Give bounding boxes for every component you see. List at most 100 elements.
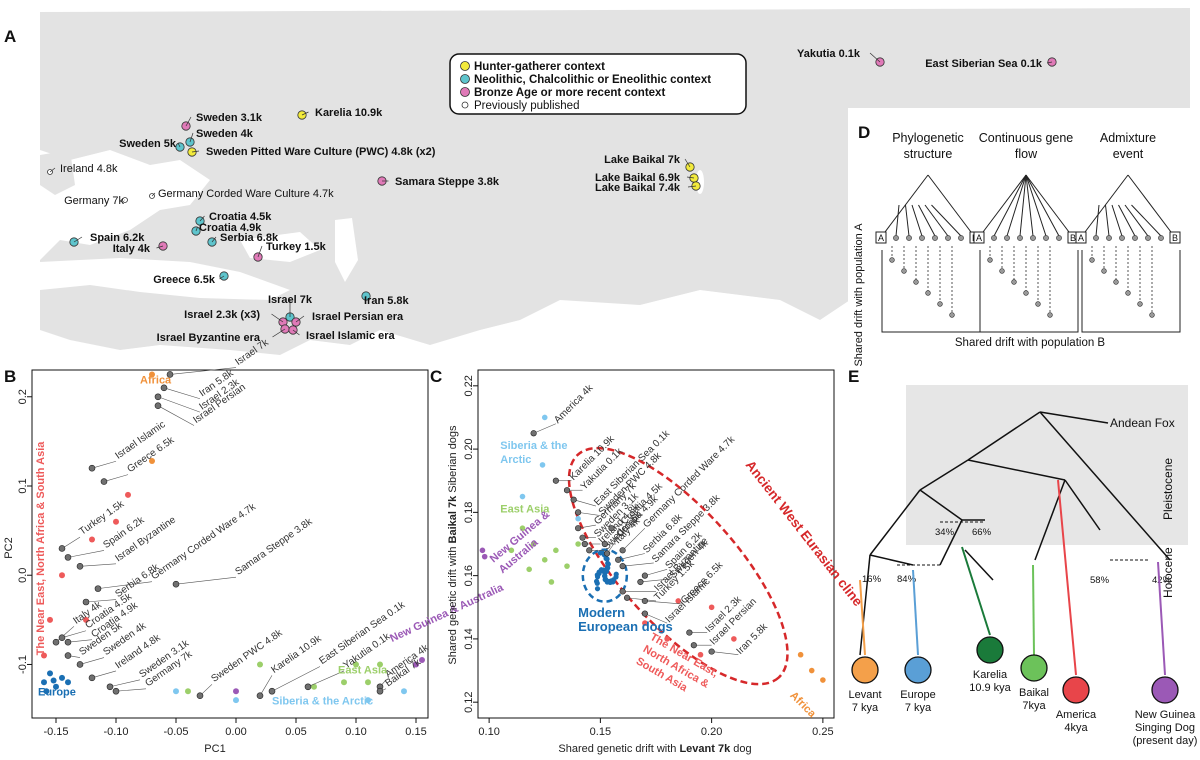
map-site-leader: [177, 142, 181, 148]
map-site-label: Iran 5.8k: [364, 295, 410, 307]
pop-a-box: [973, 231, 985, 244]
point-leader: [627, 597, 657, 602]
ancient-point: [94, 585, 102, 592]
group-label: European dogs: [578, 619, 673, 634]
map-site-leader: [189, 132, 194, 143]
point-leader: [67, 550, 105, 558]
tree-branch: [1127, 174, 1175, 237]
leaf-node: [1062, 676, 1090, 704]
point-leader: [622, 527, 646, 551]
panel-c-xlabel: Shared genetic drift with Levant 7k dog: [558, 743, 751, 755]
x-tick-label: 0.00: [225, 726, 246, 738]
era-holocene: Holocene: [1161, 547, 1175, 598]
ancient-point: [637, 578, 644, 586]
leaf-label: 7kya: [1022, 700, 1046, 712]
leaf-node: [976, 636, 1004, 664]
ancient-point: [575, 509, 582, 516]
tree-branch: [1105, 204, 1110, 237]
chart-point: [608, 578, 614, 584]
map-site-leader: [301, 111, 309, 116]
leaf-label: 7 kya: [852, 702, 879, 714]
drift-point: [1101, 268, 1107, 274]
panel-e: E Pleistocene Holocene Andean Fox 34% 66% 16%…: [848, 367, 1197, 747]
point-leader: [91, 460, 117, 469]
map-site-leader: [686, 176, 695, 179]
map-site-label: Sweden 3.1k: [196, 112, 263, 124]
map-site-leader: [195, 226, 198, 232]
tree-branch: [881, 174, 929, 237]
panel-b: B -0.15 -0.10 -0.05 0.00 0.05 0.10 0.150.20.10…: [3, 337, 506, 755]
leaf-branch: [1057, 479, 1077, 676]
tree-node: [1106, 235, 1112, 241]
ancient-point: [581, 540, 588, 548]
panel-a-letter: A: [4, 27, 16, 46]
tree-branch: [939, 519, 963, 566]
drift-point: [1125, 290, 1131, 296]
map-site-leader: [257, 245, 263, 258]
group-label: Africa: [787, 689, 818, 720]
point-leader: [644, 600, 683, 605]
map-site-leader: [191, 150, 200, 153]
map-legend-box: [449, 53, 747, 115]
map-site-label: Germany 7k: [64, 195, 124, 207]
chart-point: [519, 525, 526, 531]
panel-c-ylabel-bold: Baikal 7k: [447, 495, 459, 544]
map-site-leader: [151, 192, 156, 197]
chart-point: [65, 679, 71, 686]
pop-b-label: B: [1172, 233, 1178, 243]
pop-a-label: A: [976, 233, 982, 243]
europe-ellipse: [581, 548, 629, 603]
map-britain: [40, 150, 75, 195]
legend-swatch: [460, 61, 470, 71]
legend-swatch: [460, 74, 470, 84]
admix-percent: 58%: [1090, 575, 1110, 586]
map-site-leader: [211, 236, 217, 243]
tree-node: [1017, 235, 1023, 241]
legend-label: Bronze Age or more recent context: [474, 87, 665, 99]
chart-point: [149, 458, 155, 465]
ancient-point: [608, 525, 615, 532]
panel-c-xlabel-post: dog: [730, 743, 751, 755]
legend-swatch: [460, 87, 470, 97]
chart-point: [47, 616, 53, 623]
point-leader: [175, 576, 237, 585]
ancient-point: [601, 540, 608, 548]
chart-point: [233, 697, 239, 704]
ancient-point: [112, 687, 120, 695]
ancient-point: [58, 634, 66, 641]
panel-d-title: structure: [904, 147, 953, 161]
ancient-point: [690, 642, 697, 649]
chart-point: [605, 560, 611, 566]
point-leader: [97, 581, 153, 589]
tree-branch: [927, 174, 975, 237]
admix-percent: 66%: [972, 527, 992, 538]
chart-point: [41, 652, 47, 659]
tree-branch: [1025, 174, 1060, 237]
drift-point: [999, 268, 1005, 274]
map-site-leader: [687, 185, 697, 188]
chart-point: [419, 657, 425, 663]
panel-b-plot-frame: [31, 369, 429, 719]
drift-point: [1047, 312, 1053, 318]
tree-node: [932, 235, 938, 241]
ancient-point: [160, 384, 168, 392]
chart-point: [353, 661, 359, 668]
chart-point: [47, 670, 53, 677]
tree-branch: [1081, 174, 1129, 237]
chart-point: [377, 661, 383, 668]
tree-branch: [1064, 479, 1101, 531]
leaf-branch: [912, 569, 919, 656]
panel-c-axes: 0.10 0.15 0.20 0.25 0.22 0.20 0.18 0.16 0.14 0.12: [463, 375, 834, 738]
map-site-label: Germany Corded Ware Culture 4.7k: [158, 188, 334, 200]
tree-node: [1132, 235, 1138, 241]
pop-b-label: B: [1070, 233, 1076, 243]
tree-branch: [1039, 411, 1171, 561]
leaf-label: Karelia: [973, 669, 1008, 681]
chart-point: [365, 679, 371, 686]
map-site-leader: [295, 315, 305, 323]
chart-point: [149, 371, 155, 378]
point-leader: [271, 666, 321, 692]
chart-point: [341, 679, 347, 686]
